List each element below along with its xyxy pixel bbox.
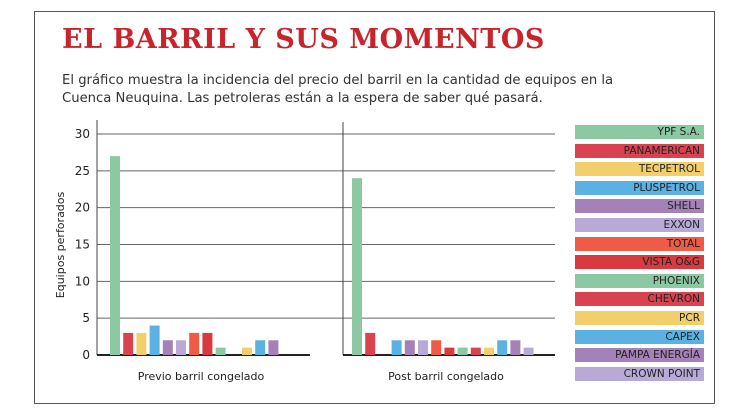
bar-shell bbox=[404, 340, 415, 355]
bar-crown-point bbox=[523, 347, 534, 355]
y-axis-label: Equipos perforados bbox=[54, 191, 67, 298]
chart-title: EL BARRIL Y SUS MOMENTOS bbox=[62, 24, 545, 55]
bar-pcr bbox=[484, 347, 494, 355]
bar-ypf-s-a- bbox=[352, 178, 362, 355]
legend-item: PANAMERICAN bbox=[575, 143, 704, 158]
legend-item: CROWN POINT bbox=[575, 366, 704, 381]
bar-chevron bbox=[470, 347, 481, 355]
bar-capex bbox=[497, 340, 508, 355]
y-tick-label: 15 bbox=[75, 238, 90, 252]
bar-tecpetrol bbox=[136, 332, 147, 355]
bar-ypf-s-a- bbox=[110, 156, 120, 355]
legend-item: SHELL bbox=[575, 199, 704, 214]
x-category-label: Post barril congelado bbox=[388, 370, 504, 383]
bar-panamerican bbox=[123, 332, 134, 355]
bar-phoenix bbox=[457, 347, 468, 355]
y-tick-label: 0 bbox=[82, 348, 90, 362]
legend-item: PHOENIX bbox=[575, 273, 704, 288]
bar-exxon bbox=[418, 340, 428, 355]
bar-vista-o-g bbox=[202, 332, 213, 355]
legend-item: PCR bbox=[575, 311, 704, 325]
x-category-label: Previo barril congelado bbox=[138, 370, 265, 383]
bar-pluspetrol bbox=[149, 325, 160, 355]
bar-total bbox=[431, 340, 442, 355]
bar-capex bbox=[255, 340, 266, 355]
legend-item: TECPETROL bbox=[575, 162, 704, 177]
y-tick-label: 20 bbox=[75, 201, 90, 215]
bar-pampa-energ-a bbox=[510, 340, 521, 355]
bar-exxon bbox=[176, 340, 186, 355]
bar-total bbox=[189, 332, 200, 355]
chart-frame bbox=[34, 11, 715, 404]
bar-panamerican bbox=[365, 332, 376, 355]
legend-item: YPF S.A. bbox=[575, 125, 704, 139]
legend-item: CHEVRON bbox=[575, 292, 704, 307]
legend-item: PLUSPETROL bbox=[575, 180, 704, 195]
legend-item: PAMPA ENERGÍA bbox=[575, 348, 704, 363]
bar-phoenix bbox=[215, 347, 226, 355]
bar-pcr bbox=[242, 347, 252, 355]
legend-item: CAPEX bbox=[575, 329, 704, 344]
legend-item: VISTA O&G bbox=[575, 255, 704, 270]
bar-vista-o-g bbox=[444, 347, 455, 355]
y-tick-label: 10 bbox=[75, 274, 90, 288]
bar-pluspetrol bbox=[391, 340, 402, 355]
y-tick-label: 30 bbox=[75, 127, 90, 141]
chart-subtitle: El gráfico muestra la incidencia del pre… bbox=[62, 73, 614, 106]
y-tick-label: 5 bbox=[82, 311, 90, 325]
bar-pampa-energ-a bbox=[268, 340, 279, 355]
legend-item: EXXON bbox=[575, 218, 704, 232]
bar-shell bbox=[162, 340, 173, 355]
y-tick-label: 25 bbox=[75, 164, 90, 178]
legend-item: TOTAL bbox=[575, 236, 704, 251]
